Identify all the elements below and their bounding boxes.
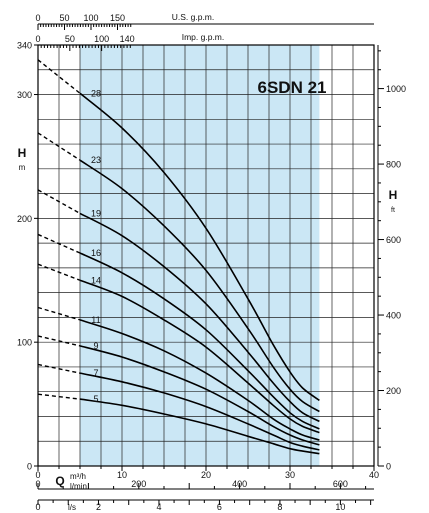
impgpm-tick-label: 100 [94, 34, 109, 44]
operating-range-area [80, 45, 320, 466]
curve-dashed-segment [37, 335, 81, 347]
lmin-axis-unit: l/min [70, 482, 87, 491]
lmin-tick-label: 200 [131, 479, 146, 489]
ls-tick-label: 2 [96, 502, 101, 512]
ls-tick-label: 4 [156, 502, 161, 512]
usgpm-tick-label: 0 [35, 13, 40, 23]
y-right-tick-label: 600 [386, 235, 401, 245]
y-left-tick-label: 300 [17, 90, 32, 100]
curve-dashed-segment [37, 59, 81, 94]
curve-dashed-segment [37, 363, 81, 374]
m3h-tick-label: 30 [285, 470, 295, 480]
curve-stages-14 [79, 279, 320, 434]
lmin-tick-label: 0 [35, 479, 40, 489]
curve-label-7: 7 [93, 368, 98, 378]
y-right-tick-label: 200 [386, 386, 401, 396]
usgpm-tick-label: 50 [59, 13, 69, 23]
impgpm-tick-label: 140 [120, 34, 135, 44]
m3h-tick-label: 0 [35, 470, 40, 480]
chart-title: 6SDN 21 [258, 78, 327, 97]
curve-label-23: 23 [91, 155, 101, 165]
y-right-tick-label: 800 [386, 160, 401, 170]
curve-stages-19 [79, 212, 320, 423]
curve-label-16: 16 [91, 248, 101, 258]
y-right-tick-label: 1000 [386, 84, 406, 94]
m3h-tick-label: 40 [369, 470, 379, 480]
usgpm-tick-label: 150 [110, 13, 125, 23]
impgpm-tick-label: 0 [35, 34, 40, 44]
y-left-tick-label: 100 [17, 338, 32, 348]
curve-stages-28 [79, 92, 320, 402]
curve-label-5: 5 [93, 394, 98, 404]
m3h-tick-label: 10 [117, 470, 127, 480]
curve-stages-11 [79, 319, 320, 441]
curve-dashed-segment [37, 189, 81, 215]
curve-stages-7 [79, 372, 320, 451]
y-right-tick-label: 0 [386, 462, 391, 472]
lmin-tick-label: 400 [232, 479, 247, 489]
m3h-tick-label: 20 [201, 470, 211, 480]
y-right-axis-label: H [389, 188, 398, 202]
curve-stages-16 [79, 252, 320, 430]
ls-axis-unit: l/s [68, 503, 76, 512]
curve-stages-23 [79, 159, 320, 413]
ls-tick-label: 6 [217, 502, 222, 512]
curve-dashed-segment [37, 263, 81, 281]
curve-dashed-segment [37, 233, 81, 254]
y-left-tick-label: 200 [17, 214, 32, 224]
curve-label-11: 11 [91, 315, 100, 325]
usgpm-axis-label: U.S. g.p.m. [172, 12, 215, 22]
ls-tick-label: 10 [335, 502, 345, 512]
impgpm-tick-label: 50 [65, 34, 75, 44]
curve-label-19: 19 [91, 208, 101, 218]
x-axis-label-q: Q [55, 474, 64, 488]
curve-label-28: 28 [91, 88, 101, 98]
y-right-axis-unit: ft [391, 207, 395, 214]
impgpm-axis-label: Imp. g.p.m. [182, 32, 225, 42]
m3h-axis-unit: m³/h [70, 472, 86, 481]
ls-tick-label: 0 [35, 502, 40, 512]
lmin-tick-label: 600 [333, 479, 348, 489]
ls-tick-label: 8 [277, 502, 282, 512]
usgpm-tick-label: 100 [83, 13, 98, 23]
curve-label-14: 14 [91, 275, 101, 285]
curve-stages-9 [79, 345, 320, 446]
y-left-tick-label: 0 [27, 462, 32, 472]
curve-label-9: 9 [93, 341, 98, 351]
curve-dashed-segment [37, 306, 81, 321]
curve-dashed-segment [37, 393, 81, 400]
y-left-axis-label: H [18, 146, 27, 160]
y-left-tick-label: 340 [17, 41, 32, 51]
curve-dashed-segment [37, 132, 81, 161]
y-right-tick-label: 400 [386, 311, 401, 321]
y-left-axis-unit: m [19, 163, 26, 172]
curve-stages-5 [79, 398, 320, 455]
